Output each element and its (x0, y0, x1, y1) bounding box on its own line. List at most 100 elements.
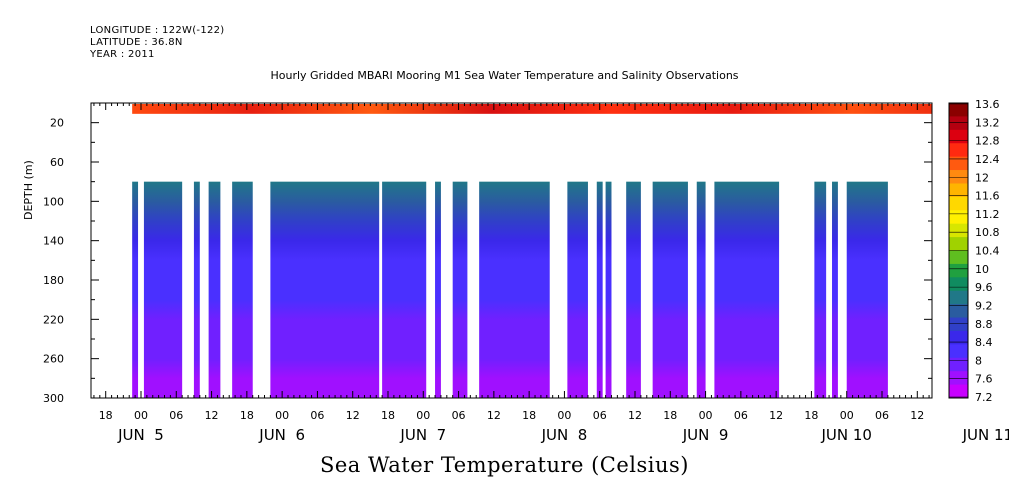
axes-layer: 20 60 100 140 180 220 260 300 18 00 06 12 18 00 06 12 18… (43, 102, 1009, 444)
data-column-3 (193, 181, 200, 398)
data-column-4 (208, 181, 221, 398)
colorbar-swatch (949, 183, 968, 198)
x-day-label: JUN 11 (962, 426, 1009, 444)
colorbar-swatch (949, 384, 968, 399)
x-tick-label: 06 (875, 409, 889, 422)
x-day-label: JUN 10 (820, 426, 871, 444)
colorbar-label: 9.2 (975, 299, 993, 312)
colorbar-swatch (949, 263, 968, 278)
y-tick-label: 260 (43, 353, 64, 366)
x-day-label: JUN 5 (117, 426, 164, 444)
latitude-label: LATITUDE : 36.8N (90, 37, 183, 48)
colorbar-label: 10 (975, 263, 989, 276)
data-column-1 (132, 181, 139, 398)
data-column-13 (605, 181, 612, 398)
colorbar-swatch (949, 344, 968, 359)
colorbar-label: 13.2 (975, 116, 1000, 129)
colorbar-label: 11.2 (975, 208, 1000, 221)
x-day-label: JUN 7 (399, 426, 446, 444)
x-day-label: JUN 6 (258, 426, 305, 444)
data-column-17 (714, 181, 780, 398)
colorbar-label: 11.6 (975, 190, 1000, 203)
data-column-6 (270, 181, 380, 398)
x-tick-label: 06 (310, 409, 324, 422)
data-column-16 (696, 181, 706, 398)
x-tick-label: 12 (769, 409, 783, 422)
surface-band (132, 104, 932, 114)
colorbar-label: 8.8 (975, 318, 993, 331)
x-tick-label: 00 (840, 409, 854, 422)
colorbar-label: 12.4 (975, 153, 1000, 166)
x-tick-label: 06 (452, 409, 466, 422)
colorbar-swatch (949, 317, 968, 332)
data-column-20 (846, 181, 888, 398)
colorbar-label: 7.2 (975, 391, 993, 404)
x-tick-label: 18 (99, 409, 113, 422)
colorbar-label: 12.8 (975, 135, 1000, 148)
x-tick-label: 12 (346, 409, 360, 422)
data-column-14 (626, 181, 641, 398)
data-column-2 (143, 181, 183, 398)
y-tick-label: 60 (50, 156, 64, 169)
colorbar-swatch (949, 357, 968, 372)
x-day-label: JUN 8 (541, 426, 588, 444)
data-column-7 (382, 181, 427, 398)
x-tick-label: 00 (275, 409, 289, 422)
colorbar-swatch (949, 156, 968, 171)
colorbar-swatch (949, 277, 968, 292)
data-column-10 (479, 181, 550, 398)
colorbar-label: 7.6 (975, 373, 993, 386)
chart-title: Hourly Gridded MBARI Mooring M1 Sea Wate… (270, 69, 739, 82)
data-column-8 (435, 181, 441, 398)
colorbar-label: 9.6 (975, 281, 993, 294)
colorbar: 13.6 13.2 12.8 12.4 12 11.6 11.2 10.8 10.4 10 9.6 9… (948, 98, 1000, 404)
colorbar-swatch (949, 116, 968, 131)
x-tick-label: 12 (487, 409, 501, 422)
colorbar-swatch (949, 129, 968, 144)
x-day-label: JUN 9 (682, 426, 729, 444)
year-label: YEAR : 2011 (90, 49, 155, 60)
data-column-9 (452, 181, 468, 398)
x-tick-label: 12 (628, 409, 642, 422)
x-tick-label: 18 (522, 409, 536, 422)
x-tick-label: 00 (134, 409, 148, 422)
x-tick-label: 00 (416, 409, 430, 422)
colorbar-swatch (949, 196, 968, 211)
colorbar-label: 10.4 (975, 245, 1000, 258)
colorbar-swatch (949, 143, 968, 158)
data-column-12 (596, 181, 603, 398)
y-tick-label: 140 (43, 235, 64, 248)
x-tick-label: 12 (205, 409, 219, 422)
y-axis-label: DEPTH (m) (22, 160, 35, 220)
colorbar-swatch (949, 210, 968, 225)
x-tick-label: 18 (381, 409, 395, 422)
colorbar-swatch (949, 304, 968, 319)
x-tick-label: 00 (557, 409, 571, 422)
x-tick-label: 00 (699, 409, 713, 422)
colorbar-label: 13.6 (975, 98, 1000, 111)
x-tick-label: 18 (663, 409, 677, 422)
y-tick-label: 100 (43, 195, 64, 208)
colorbar-swatch (949, 223, 968, 238)
data-column-18 (814, 181, 827, 398)
colorbar-swatch (949, 371, 968, 386)
y-tick-label: 20 (50, 117, 64, 130)
x-tick-label: 18 (240, 409, 254, 422)
data-layer (132, 104, 932, 398)
x-tick-label: 18 (804, 409, 818, 422)
y-tick-label: 180 (43, 274, 64, 287)
colorbar-swatch (949, 290, 968, 305)
y-tick-label: 300 (43, 392, 64, 405)
colorbar-label: 8.4 (975, 336, 993, 349)
data-column-11 (567, 181, 588, 398)
x-tick-label: 06 (734, 409, 748, 422)
x-tick-label: 06 (593, 409, 607, 422)
longitude-label: LONGITUDE : 122W(-122) (90, 25, 225, 36)
y-tick-label: 220 (43, 313, 64, 326)
x-tick-label: 12 (910, 409, 924, 422)
colorbar-label: 12 (975, 171, 989, 184)
data-column-5 (232, 181, 253, 398)
data-column-15 (652, 181, 688, 398)
x-axis-label: Sea Water Temperature (Celsius) (319, 453, 689, 477)
colorbar-swatch (949, 330, 968, 345)
